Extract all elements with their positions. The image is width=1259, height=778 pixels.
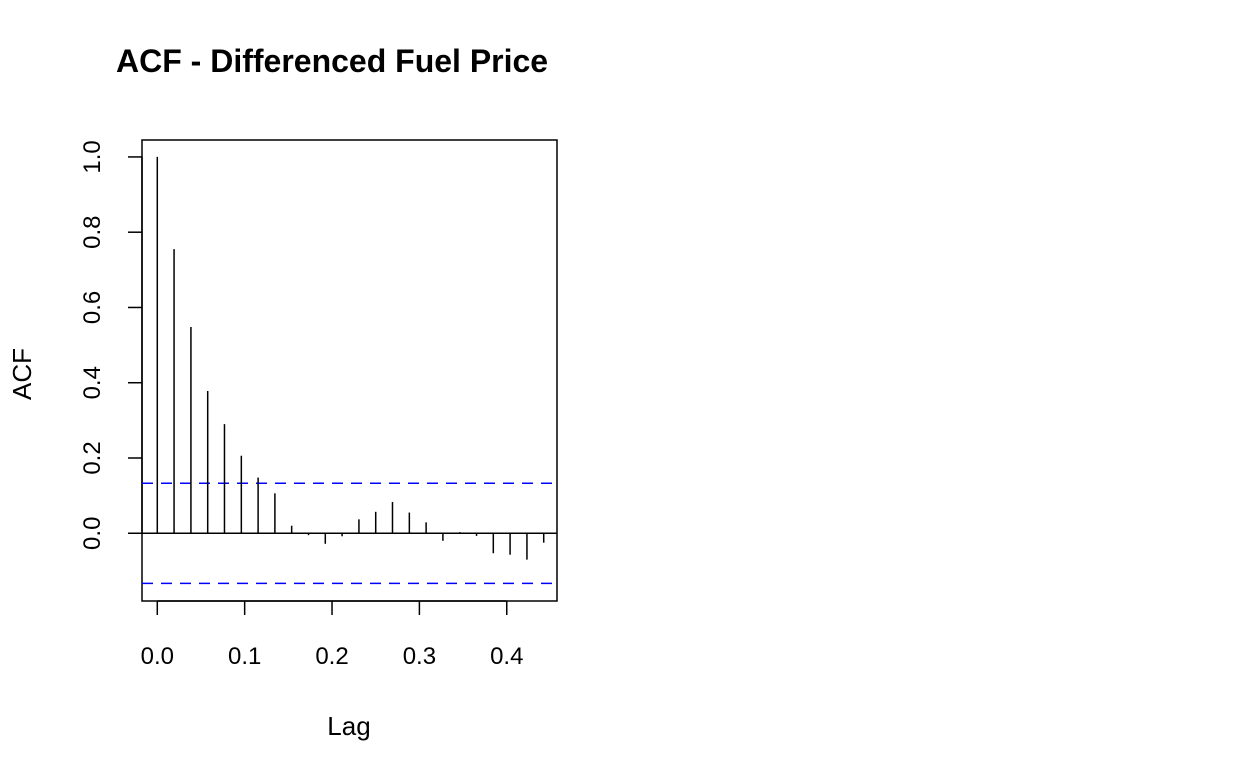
y-tick-label: 0.4 [79, 366, 106, 399]
y-tick-label: 1.0 [79, 140, 106, 173]
x-axis-label: Lag [327, 711, 370, 741]
chart-title: ACF - Differenced Fuel Price [116, 43, 548, 79]
x-tick-label: 0.4 [490, 643, 523, 670]
y-tick-label: 0.0 [79, 517, 106, 550]
y-tick-label: 0.2 [79, 441, 106, 474]
y-tick-label: 0.6 [79, 291, 106, 324]
acf-bars [156, 156, 545, 560]
y-axis: 0.0 0.2 0.4 0.6 0.8 1.0 [79, 140, 143, 550]
x-tick-label: 0.1 [228, 643, 261, 670]
x-tick-label: 0.2 [315, 643, 348, 670]
confidence-bounds [142, 482, 557, 585]
x-tick-label: 0.0 [141, 643, 174, 670]
x-tick-label: 0.3 [403, 643, 436, 670]
plot-frame [141, 139, 558, 602]
y-tick-label: 0.8 [79, 216, 106, 249]
x-axis: 0.0 0.1 0.2 0.3 0.4 [141, 600, 523, 670]
y-axis-label: ACF [7, 348, 37, 400]
